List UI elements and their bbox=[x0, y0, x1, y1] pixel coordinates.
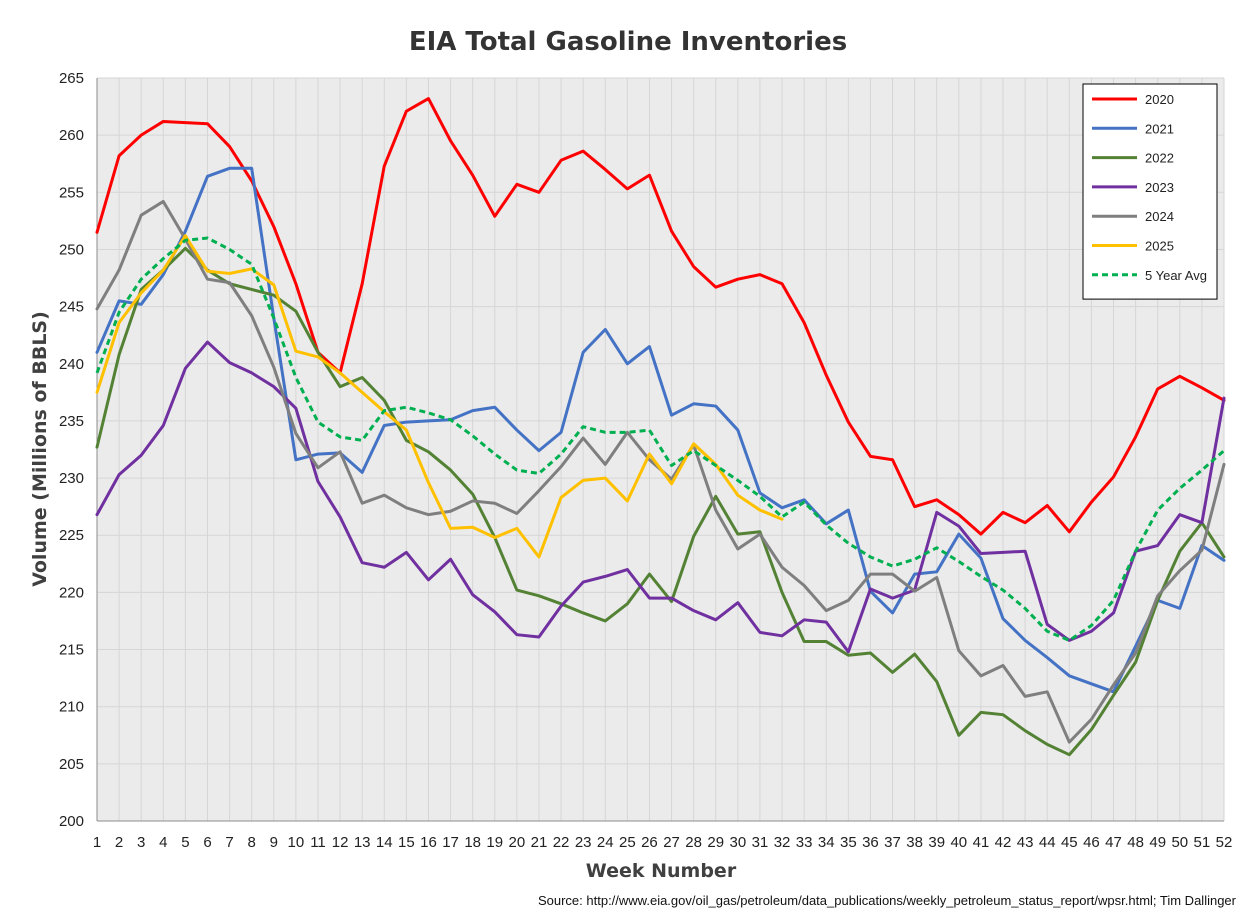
x-tick-label: 5 bbox=[181, 834, 189, 851]
source-note: Source: http://www.eia.gov/oil_gas/petro… bbox=[538, 893, 1237, 908]
x-tick-label: 15 bbox=[398, 834, 415, 851]
x-tick-label: 20 bbox=[509, 834, 526, 851]
legend-label: 2020 bbox=[1145, 92, 1174, 107]
x-tick-label: 14 bbox=[376, 834, 393, 851]
x-tick-label: 36 bbox=[862, 834, 879, 851]
x-tick-label: 10 bbox=[288, 834, 305, 851]
x-tick-label: 32 bbox=[774, 834, 791, 851]
x-tick-label: 6 bbox=[203, 834, 211, 851]
x-tick-label: 30 bbox=[729, 834, 746, 851]
x-tick-label: 8 bbox=[248, 834, 256, 851]
x-tick-label: 11 bbox=[310, 834, 326, 851]
x-tick-label: 42 bbox=[995, 834, 1012, 851]
x-tick-label: 37 bbox=[884, 834, 901, 851]
x-tick-label: 45 bbox=[1061, 834, 1078, 851]
x-tick-label: 46 bbox=[1083, 834, 1100, 851]
x-tick-label: 26 bbox=[641, 834, 658, 851]
x-tick-label: 23 bbox=[575, 834, 592, 851]
x-tick-label: 33 bbox=[796, 834, 813, 851]
x-tick-label: 27 bbox=[663, 834, 680, 851]
x-tick-label: 35 bbox=[840, 834, 857, 851]
y-tick-label: 240 bbox=[59, 356, 84, 373]
x-tick-label: 9 bbox=[270, 834, 278, 851]
y-tick-label: 225 bbox=[59, 527, 84, 544]
x-tick-label: 47 bbox=[1105, 834, 1122, 851]
legend-label: 2024 bbox=[1145, 209, 1174, 224]
y-tick-label: 245 bbox=[59, 299, 84, 316]
y-tick-label: 250 bbox=[59, 241, 84, 258]
y-tick-label: 235 bbox=[59, 413, 84, 430]
series-line-2025 bbox=[95, 234, 784, 559]
x-tick-label: 39 bbox=[928, 834, 945, 851]
legend-label: 2021 bbox=[1145, 121, 1174, 136]
series-line-2022 bbox=[95, 246, 1226, 757]
x-tick-label: 25 bbox=[619, 834, 636, 851]
y-tick-label: 265 bbox=[59, 70, 84, 87]
x-tick-label: 4 bbox=[159, 834, 167, 851]
gridlines bbox=[96, 77, 1225, 822]
x-tick-label: 2 bbox=[115, 834, 123, 851]
x-tick-label: 24 bbox=[597, 834, 614, 851]
x-tick-label: 1 bbox=[93, 834, 101, 851]
axes: 2002052102152202252302352402452502552602… bbox=[59, 70, 1232, 851]
y-tick-label: 205 bbox=[59, 756, 84, 773]
series-line-5-year-avg bbox=[95, 236, 1225, 642]
x-tick-label: 31 bbox=[752, 834, 769, 851]
series-line-2020 bbox=[95, 97, 1226, 536]
y-tick-label: 210 bbox=[59, 699, 84, 716]
legend: 2020 2021 2022 2023 2024 2025 5 Year Avg bbox=[1082, 83, 1218, 300]
legend-box bbox=[1082, 83, 1218, 300]
x-tick-label: 3 bbox=[137, 834, 145, 851]
legend-label: 2025 bbox=[1145, 239, 1174, 254]
x-tick-label: 50 bbox=[1171, 834, 1188, 851]
chart-title: EIA Total Gasoline Inventories bbox=[409, 27, 847, 57]
x-axis-title: Week Number bbox=[586, 860, 737, 882]
x-tick-label: 22 bbox=[553, 834, 570, 851]
x-tick-label: 49 bbox=[1149, 834, 1166, 851]
x-tick-label: 17 bbox=[442, 834, 459, 851]
x-tick-label: 38 bbox=[906, 834, 923, 851]
y-tick-label: 260 bbox=[59, 127, 84, 144]
y-tick-label: 215 bbox=[59, 642, 84, 659]
y-axis-title: Volume (Millions of BBLS) bbox=[29, 311, 51, 587]
x-tick-label: 52 bbox=[1216, 834, 1233, 851]
x-tick-label: 12 bbox=[332, 834, 349, 851]
x-tick-label: 28 bbox=[685, 834, 702, 851]
y-tick-label: 230 bbox=[59, 470, 84, 487]
x-tick-label: 34 bbox=[818, 834, 835, 851]
legend-label: 2023 bbox=[1145, 180, 1174, 195]
x-tick-label: 29 bbox=[707, 834, 724, 851]
x-tick-label: 7 bbox=[225, 834, 233, 851]
x-tick-label: 16 bbox=[420, 834, 437, 851]
x-tick-label: 19 bbox=[486, 834, 503, 851]
x-tick-label: 48 bbox=[1127, 834, 1144, 851]
y-tick-label: 220 bbox=[59, 584, 84, 601]
x-tick-label: 18 bbox=[464, 834, 481, 851]
x-tick-label: 51 bbox=[1194, 834, 1211, 851]
series-line-2021 bbox=[95, 166, 1226, 694]
x-tick-label: 40 bbox=[950, 834, 967, 851]
series-lines bbox=[95, 97, 1226, 757]
x-tick-label: 21 bbox=[531, 834, 548, 851]
legend-label: 2022 bbox=[1145, 151, 1174, 166]
y-tick-label: 255 bbox=[59, 184, 84, 201]
x-tick-label: 44 bbox=[1039, 834, 1056, 851]
x-tick-label: 13 bbox=[354, 834, 371, 851]
legend-label: 5 Year Avg bbox=[1145, 268, 1207, 283]
x-tick-label: 41 bbox=[973, 834, 990, 851]
x-tick-label: 43 bbox=[1017, 834, 1034, 851]
y-tick-label: 200 bbox=[59, 813, 84, 830]
